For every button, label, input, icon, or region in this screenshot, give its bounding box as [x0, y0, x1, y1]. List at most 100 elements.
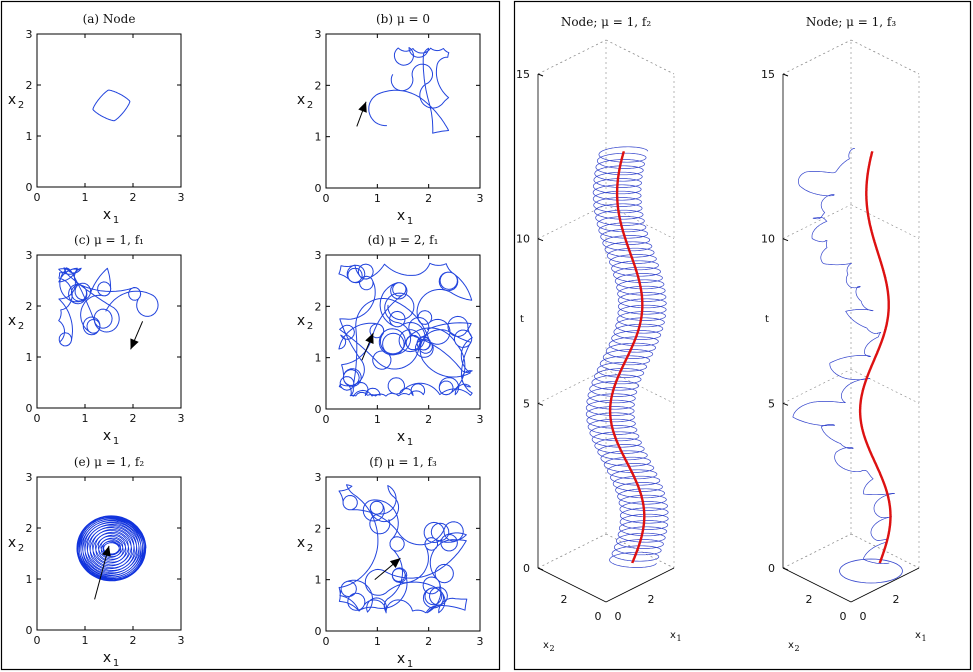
z-tick-label: 0	[768, 562, 775, 575]
y-axis-label-subscript: 2	[794, 644, 799, 653]
x-tick-label: 0	[323, 413, 330, 426]
y-axis-label: x	[297, 92, 305, 108]
plot-frame	[325, 33, 481, 189]
y-tick-label: 1	[315, 574, 322, 587]
x-axis-label: x	[670, 630, 676, 641]
y-tick-label: 0	[315, 403, 322, 416]
x-tick-label: 2	[425, 635, 432, 648]
x-tick-label: 0	[34, 634, 41, 647]
direction-arrow-head	[358, 101, 367, 113]
direction-arrow-head	[130, 338, 139, 350]
y-tick-label: 0	[26, 624, 33, 637]
x-tick-label: 3	[477, 635, 484, 648]
y-axis-label: x	[8, 535, 16, 551]
x-axis	[850, 567, 920, 603]
x-tick-label: 1	[374, 635, 381, 648]
y-tick-label: 1	[315, 131, 322, 144]
plot-title: (d) μ = 2, f₁	[368, 233, 439, 247]
z-tick-label: 10	[761, 233, 775, 246]
x-axis-label-subscript: 1	[676, 634, 681, 643]
y-axis-label-subscript: 2	[307, 100, 313, 111]
x-axis-label-subscript: 1	[113, 436, 119, 447]
x-tick-label: 1	[82, 412, 89, 425]
x-tick-label: 1	[374, 413, 381, 426]
trajectory-line	[338, 484, 468, 614]
y-tick-label: 3	[315, 28, 322, 41]
y-tick-label: 1	[315, 352, 322, 365]
x-tick-label: 3	[178, 191, 185, 204]
x-axis-label: x	[103, 207, 111, 223]
x-axis-label: x	[915, 630, 921, 641]
y-axis-label-subscript: 2	[307, 543, 313, 554]
y-axis-label: x	[8, 313, 16, 329]
plot-frame	[325, 254, 481, 410]
trajectory-line	[58, 267, 159, 347]
y-tick-label: 0	[26, 402, 33, 415]
x-axis-label: x	[103, 428, 111, 444]
x-tick-label: 1	[82, 634, 89, 647]
y-tick-label: 3	[315, 249, 322, 262]
z-tick-label: 5	[768, 397, 775, 410]
x-tick-label: 3	[178, 634, 185, 647]
x-tick-label: 0	[323, 635, 330, 648]
x-tick-label: 0	[860, 610, 867, 623]
right-panel-frame	[513, 0, 972, 671]
x-tick-label: 3	[178, 412, 185, 425]
trajectory-line	[585, 146, 669, 568]
trajectory-line	[76, 515, 147, 582]
y-tick-label: 1	[26, 130, 33, 143]
x-axis-label-subscript: 1	[407, 216, 413, 227]
y-tick-label: 3	[315, 471, 322, 484]
z-tick-label: 0	[523, 562, 530, 575]
direction-arrow-head	[365, 333, 374, 344]
x-axis-label-subscript: 1	[407, 437, 413, 448]
y-tick-label: 2	[806, 593, 813, 606]
x-axis-label: x	[397, 429, 405, 445]
x-tick-label: 2	[130, 634, 137, 647]
z-tick-label: 15	[516, 68, 530, 81]
x-tick-label: 0	[34, 412, 41, 425]
y-tick-label: 0	[315, 625, 322, 638]
y-axis-label: x	[8, 92, 16, 108]
y-axis-label-subscript: 2	[18, 543, 24, 554]
plot-frame	[36, 33, 182, 188]
x-axis-label-subscript: 1	[921, 634, 926, 643]
x-tick-label: 0	[323, 192, 330, 205]
y-tick-label: 1	[26, 573, 33, 586]
direction-arrow-head	[102, 545, 111, 557]
x-tick-label: 2	[130, 412, 137, 425]
z-tick-mark	[782, 238, 789, 242]
x-tick-label: 1	[374, 192, 381, 205]
y-axis-label-subscript: 2	[307, 321, 313, 332]
x-axis-label: x	[397, 208, 405, 224]
y-tick-label: 2	[26, 522, 33, 535]
x-tick-label: 1	[82, 191, 89, 204]
x-tick-label: 0	[34, 191, 41, 204]
y-tick-label: 3	[26, 28, 33, 41]
left-panel-frame	[0, 0, 501, 671]
y-tick-label: 0	[840, 610, 847, 623]
plot-title: (a) Node	[83, 12, 136, 26]
z-axis-label: t	[765, 314, 769, 325]
plot-title: (c) μ = 1, f₁	[74, 233, 144, 247]
y-axis-label-subscript: 2	[549, 644, 554, 653]
plot-title: Node; μ = 1, f₂	[561, 15, 652, 29]
trajectory-line	[92, 89, 131, 122]
x-tick-label: 3	[477, 413, 484, 426]
plot-title: (e) μ = 1, f₂	[74, 455, 144, 469]
z-tick-mark	[537, 402, 544, 406]
plot-frame	[36, 254, 182, 409]
center-trajectory-line	[608, 151, 646, 564]
trajectory-line	[338, 262, 473, 397]
plot-frame	[325, 476, 481, 632]
x-tick-label: 0	[615, 610, 622, 623]
y-axis-label: x	[543, 640, 549, 651]
